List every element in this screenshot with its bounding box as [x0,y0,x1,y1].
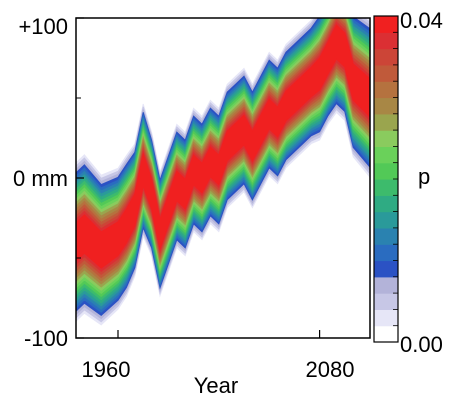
colorbar-swatch-6 [374,227,398,245]
colorbar-swatch-13 [374,113,398,131]
colorbar-swatch-7 [374,211,398,229]
colorbar-swatch-2 [374,293,398,310]
x-tick-label-1960: 1960 [82,357,131,382]
colorbar-swatch-4 [374,260,398,278]
colorbar-max-label: 0.04 [400,8,443,33]
colorbar-swatch-18 [374,32,398,50]
y-tick-label-top: +100 [18,14,68,39]
y-tick-label-zero: 0 mm [13,166,68,191]
plot-area [76,18,370,326]
axis-ticks [76,17,321,339]
colorbar-swatch-8 [374,195,398,213]
colorbar-swatch-15 [374,81,398,99]
colorbar-swatch-5 [374,244,398,262]
x-axis-label: Year [194,373,238,398]
colorbar-swatch-9 [374,179,398,196]
colorbar-swatch-14 [374,97,398,115]
colorbar-ticks [393,31,398,327]
colorbar-swatch-16 [374,64,398,82]
y-tick-label-bottom: -100 [24,326,68,351]
x-tick-label-2080: 2080 [306,357,355,382]
colorbar-swatch-3 [374,276,398,294]
colorbar [374,16,398,343]
colorbar-swatch-17 [374,48,398,66]
colorbar-swatch-0 [374,325,398,343]
colorbar-title: p [418,164,430,189]
colorbar-swatch-11 [374,146,398,164]
colorbar-swatch-12 [374,130,398,147]
probability-band-19 [76,24,370,269]
colorbar-swatch-19 [374,16,398,33]
colorbar-swatch-1 [374,309,398,327]
colorbar-swatch-10 [374,162,398,180]
colorbar-min-label: 0.00 [400,332,443,357]
